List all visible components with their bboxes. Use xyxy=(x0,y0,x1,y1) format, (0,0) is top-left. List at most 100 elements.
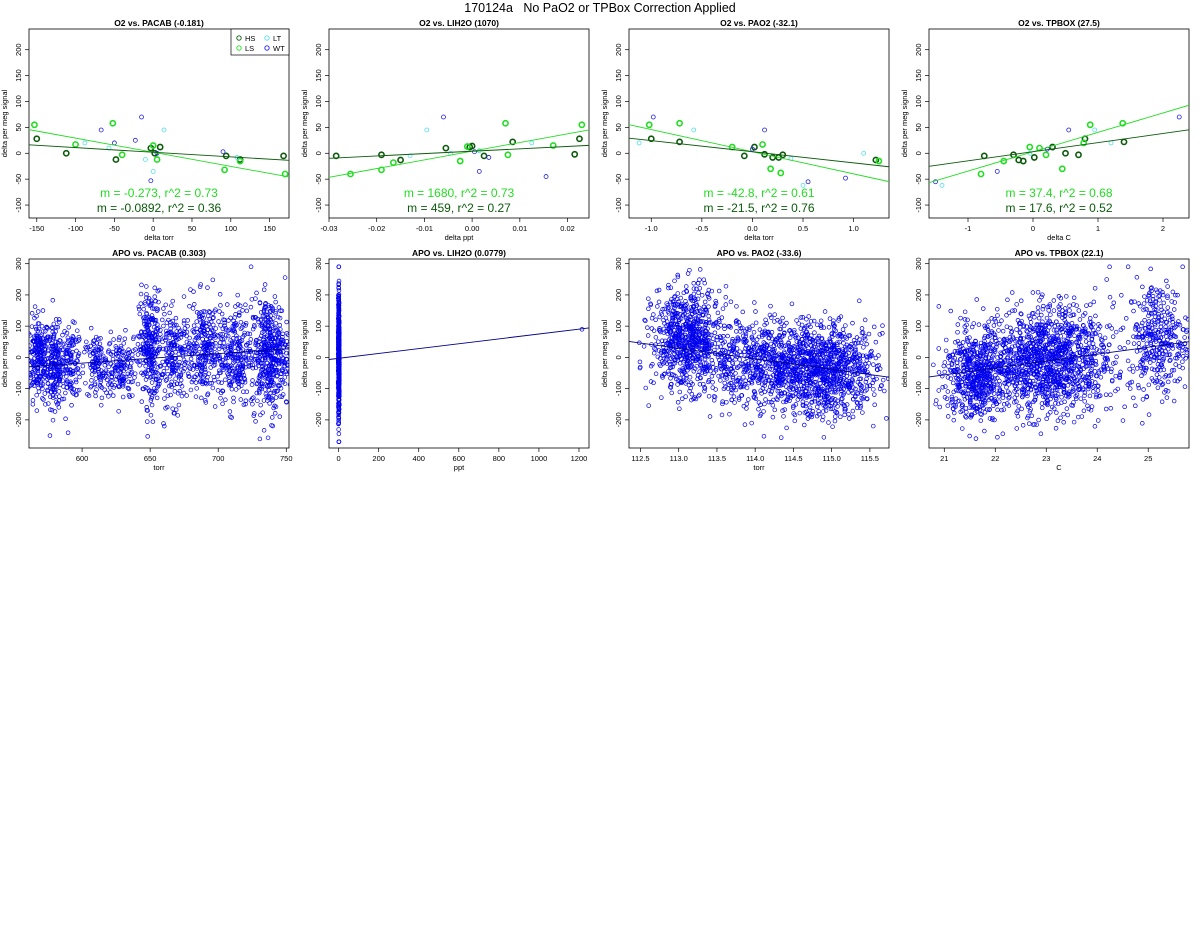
data-point-apo xyxy=(167,335,172,340)
data-point-apo xyxy=(225,355,230,361)
data-point-apo xyxy=(718,378,723,383)
data-point-apo xyxy=(56,389,62,394)
data-point-apo xyxy=(238,397,244,402)
data-point-apo xyxy=(126,347,131,352)
data-point-apo xyxy=(268,372,273,378)
data-point-apo xyxy=(637,359,643,365)
data-point-apo xyxy=(777,388,782,394)
data-point-apo xyxy=(762,380,768,386)
data-point-apo xyxy=(38,373,43,379)
data-point-apo xyxy=(216,346,222,352)
data-point-apo xyxy=(29,366,30,370)
data-point-apo xyxy=(280,379,286,385)
data-point-apo xyxy=(46,375,52,380)
data-point-apo xyxy=(293,353,297,357)
data-point-apo xyxy=(684,365,689,370)
data-point-apo xyxy=(206,321,212,327)
data-point-apo xyxy=(168,320,173,325)
data-point-apo xyxy=(286,332,289,338)
data-point-apo xyxy=(138,291,144,297)
data-point-apo xyxy=(784,425,789,431)
data-point-apo xyxy=(273,328,279,333)
data-point-apo xyxy=(691,368,697,374)
data-point-hs xyxy=(1120,138,1128,146)
data-point-apo xyxy=(197,284,203,289)
data-point-apo xyxy=(261,428,267,433)
data-point-apo xyxy=(792,418,798,424)
data-point-apo xyxy=(198,282,203,287)
data-point-apo xyxy=(280,377,285,383)
data-point-apo xyxy=(670,315,675,321)
data-point-apo xyxy=(740,361,746,366)
data-point-apo xyxy=(241,389,246,394)
data-point-apo xyxy=(751,388,757,394)
data-point-apo xyxy=(782,368,787,374)
data-point-apo xyxy=(252,353,258,359)
x-tick-label: 113.0 xyxy=(670,454,688,463)
data-point-apo xyxy=(75,366,81,372)
data-point-apo xyxy=(242,330,247,336)
y-tick-label: -50 xyxy=(14,174,23,185)
data-point-apo xyxy=(32,339,37,345)
data-point-apo xyxy=(271,340,277,345)
data-point-apo xyxy=(282,360,287,365)
data-point-apo xyxy=(110,363,116,368)
data-point-apo xyxy=(717,334,723,339)
data-point-apo xyxy=(53,317,59,322)
data-point-apo xyxy=(68,371,74,376)
y-tick-label: -50 xyxy=(614,174,623,185)
data-point-apo xyxy=(270,308,276,313)
data-point-apo xyxy=(672,293,678,299)
data-point-apo xyxy=(64,374,69,379)
data-point-apo xyxy=(264,342,269,348)
data-point-apo xyxy=(166,340,171,346)
data-point-apo xyxy=(217,343,223,349)
data-point-apo xyxy=(191,289,196,294)
data-point-apo xyxy=(277,394,283,399)
data-point-apo xyxy=(712,303,718,308)
data-point-apo xyxy=(720,401,725,407)
data-point-ls xyxy=(456,157,464,165)
fit-line-apo xyxy=(29,348,289,368)
data-point-apo xyxy=(692,338,698,343)
data-point-apo xyxy=(243,357,249,362)
data-point-apo xyxy=(238,344,243,349)
data-point-apo xyxy=(718,344,723,349)
data-point-apo xyxy=(336,394,341,399)
data-point-apo xyxy=(260,324,265,329)
data-point-apo xyxy=(270,415,275,420)
data-point-apo xyxy=(674,296,680,302)
data-point-apo xyxy=(50,298,56,303)
data-point-apo xyxy=(243,398,249,404)
data-point-apo xyxy=(45,347,51,352)
data-point-apo xyxy=(255,398,260,404)
data-point-apo xyxy=(742,329,748,334)
x-tick-label: 1200 xyxy=(571,454,588,463)
data-point-apo xyxy=(149,347,154,353)
data-point-apo xyxy=(336,421,341,427)
data-point-apo xyxy=(744,406,749,411)
data-point-apo xyxy=(733,371,738,376)
data-point-apo xyxy=(235,364,240,369)
data-point-apo xyxy=(126,386,132,392)
data-point-apo xyxy=(756,407,761,412)
data-point-apo xyxy=(696,342,701,348)
data-point-apo xyxy=(161,306,166,311)
data-point-apo xyxy=(148,333,153,339)
data-point-apo xyxy=(336,335,342,340)
data-point-apo xyxy=(63,364,69,370)
data-point-apo xyxy=(117,335,122,340)
data-point-apo xyxy=(675,311,680,316)
data-point-apo xyxy=(234,336,239,341)
data-point-apo xyxy=(205,341,211,346)
data-point-apo xyxy=(668,299,673,305)
plot-frame xyxy=(628,28,890,219)
x-tick-label: 114.0 xyxy=(746,454,764,463)
data-point-apo xyxy=(76,353,81,358)
data-point-apo xyxy=(186,340,192,346)
data-point-apo xyxy=(669,339,674,345)
x-tick-label: 0.5 xyxy=(798,224,808,233)
y-tick-label: 50 xyxy=(914,123,923,131)
data-point-apo xyxy=(125,371,131,377)
data-point-apo xyxy=(120,394,126,400)
